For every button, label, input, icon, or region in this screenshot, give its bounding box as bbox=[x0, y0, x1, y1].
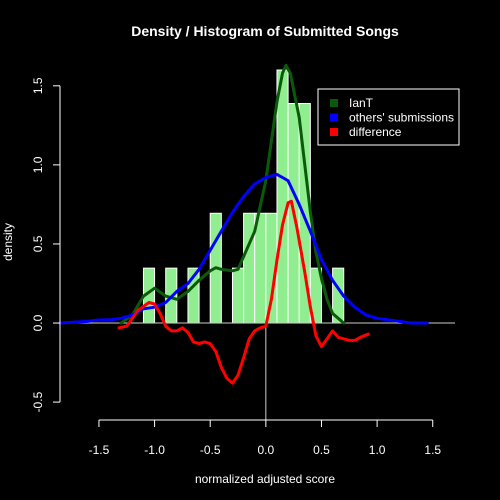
legend-box bbox=[317, 88, 460, 146]
histogram-bar bbox=[276, 69, 289, 324]
series-line-difference bbox=[117, 199, 370, 385]
x-tick-label: -1.0 bbox=[144, 443, 165, 457]
y-tick-label: 0.5 bbox=[31, 235, 45, 252]
y-axis-label: density bbox=[1, 223, 15, 261]
y-axis: -0.5 0.0 0.5 1.0 1.5 bbox=[31, 77, 61, 412]
legend-swatch bbox=[330, 99, 338, 107]
x-tick-label: -0.5 bbox=[200, 443, 221, 457]
x-axis: -1.5 -1.0 -0.5 0.0 0.5 1.0 1.5 bbox=[89, 419, 441, 457]
y-tick-label: 1.5 bbox=[31, 77, 45, 94]
x-tick-label: -1.5 bbox=[89, 443, 110, 457]
histogram-bar bbox=[231, 267, 245, 324]
series-line-iant bbox=[119, 63, 346, 325]
legend-swatch bbox=[330, 113, 338, 122]
histogram-bar bbox=[243, 212, 256, 324]
x-tick-label: 0.0 bbox=[258, 443, 275, 457]
chart-title: Density / Histogram of Submitted Songs bbox=[131, 23, 399, 39]
legend-label: IanT bbox=[349, 96, 374, 110]
density-curves bbox=[58, 63, 429, 385]
y-tick-label: 1.0 bbox=[31, 156, 45, 173]
y-tick-label: 0.0 bbox=[31, 314, 45, 331]
reference-lines bbox=[60, 322, 455, 420]
y-tick-label: -0.5 bbox=[31, 391, 45, 412]
x-axis-label: normalized adjusted score bbox=[195, 472, 335, 486]
legend-label: others' submissions bbox=[349, 111, 454, 125]
legend-label: difference bbox=[349, 125, 402, 139]
x-tick-label: 1.5 bbox=[424, 443, 441, 457]
x-tick-label: 1.0 bbox=[369, 443, 386, 457]
legend-swatch bbox=[330, 128, 338, 136]
x-tick-label: 0.5 bbox=[313, 443, 330, 457]
